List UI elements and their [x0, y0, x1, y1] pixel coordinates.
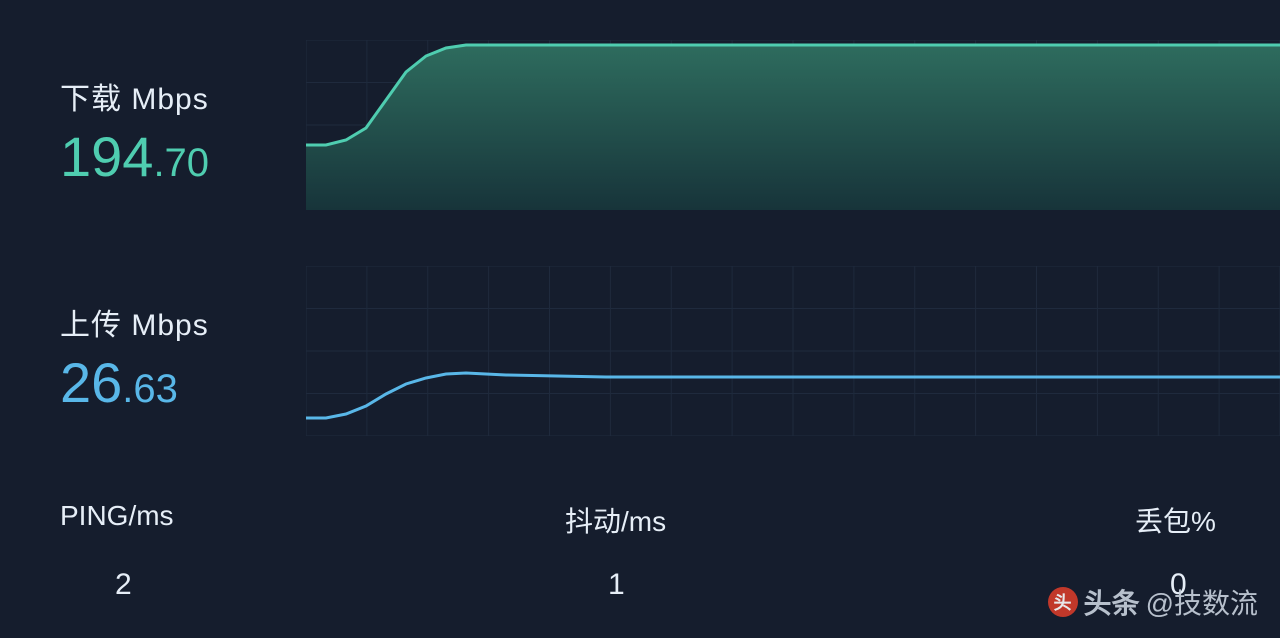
watermark-handle: @技数流: [1146, 582, 1258, 622]
jitter-label: 抖动/ms: [565, 500, 666, 540]
loss-label: 丢包%: [1135, 500, 1216, 540]
download-label: 下载 Mbps: [60, 74, 209, 118]
upload-label: 上传 Mbps: [60, 300, 209, 344]
ping-label: PING/ms: [60, 500, 174, 532]
watermark: 头 头条 @技数流: [1048, 582, 1258, 622]
upload-value-int: 26: [60, 351, 122, 414]
download-value-frac: .70: [153, 141, 209, 185]
upload-value-frac: .63: [122, 367, 178, 411]
upload-chart: [306, 266, 1280, 436]
download-value: 194.70: [60, 124, 209, 189]
download-area: [306, 45, 1280, 210]
watermark-brand: 头条: [1084, 582, 1140, 622]
upload-grid: [306, 266, 1280, 436]
download-value-int: 194: [60, 125, 153, 188]
ping-value: 2: [115, 568, 132, 602]
upload-value: 26.63: [60, 350, 178, 415]
toutiao-icon: 头: [1048, 587, 1078, 617]
download-chart: [306, 40, 1280, 210]
jitter-value: 1: [608, 568, 625, 602]
